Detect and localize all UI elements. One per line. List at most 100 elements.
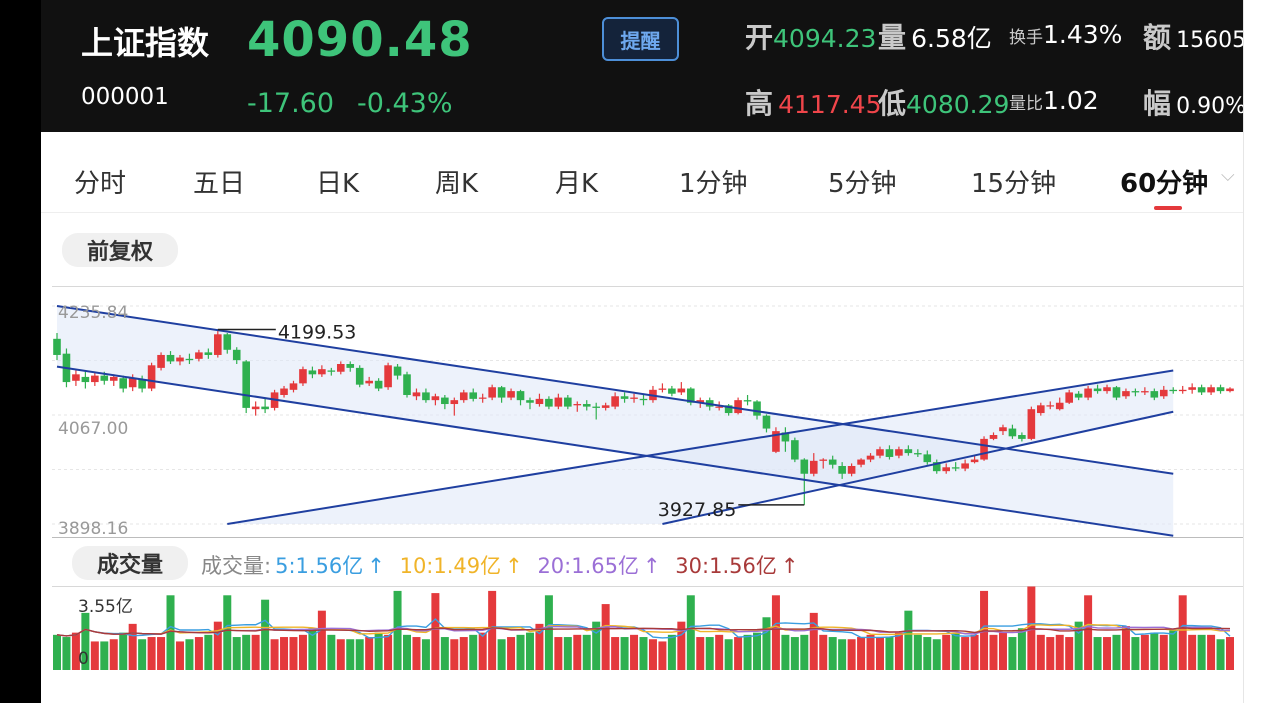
candle-body — [289, 383, 298, 390]
candle-body — [876, 449, 884, 456]
volume-bar — [421, 639, 430, 670]
candle-body — [923, 454, 932, 463]
volume-bar — [592, 621, 601, 670]
volume-bar — [119, 632, 128, 670]
candle-body — [743, 400, 752, 402]
tab-monthly-k[interactable]: 月K — [555, 169, 599, 199]
candle-body — [781, 432, 790, 442]
tab-60min[interactable]: 60分钟 — [1120, 169, 1209, 199]
candle-body — [980, 438, 988, 460]
volume-bar — [138, 639, 147, 670]
volume-bar — [630, 634, 639, 670]
volume-bar — [516, 634, 525, 670]
candle-body — [564, 397, 572, 407]
index-price: 4090.48 — [247, 12, 473, 68]
volume-indicator-button[interactable]: 成交量 — [72, 546, 188, 580]
tab-five-day[interactable]: 五日 — [193, 169, 246, 199]
volume-bar — [280, 637, 289, 670]
turnover-label: 换手 — [1009, 28, 1043, 48]
candle-body — [668, 388, 676, 394]
candle-body — [809, 460, 818, 474]
candle-body — [592, 406, 601, 408]
amplitude-value: 0.90% — [1176, 94, 1243, 119]
candle-body — [932, 462, 941, 472]
volume-bar — [800, 634, 809, 670]
volume-bar — [166, 595, 175, 670]
volume-bar — [223, 595, 232, 670]
candle-body — [119, 378, 128, 389]
candle-body — [223, 334, 232, 350]
volume-bar — [790, 637, 799, 670]
volume-bar — [715, 634, 724, 670]
candle-body — [336, 363, 345, 372]
candle-body — [914, 453, 922, 455]
volume-bar — [194, 637, 203, 670]
volume-bar — [1178, 595, 1187, 670]
turnover-stat: 换手1.43% — [1009, 20, 1122, 49]
candle-body — [478, 397, 487, 399]
chevron-down-icon[interactable]: ⌵ — [1221, 165, 1235, 186]
volume-bar — [686, 595, 695, 670]
volume-bar — [478, 632, 487, 670]
ma10-legend: 10:1.49亿 ↑ — [399, 554, 523, 578]
volume-chart[interactable]: 3.55亿 0 — [52, 586, 1243, 674]
tab-intraday[interactable]: 分时 — [74, 169, 127, 199]
volume-bar — [667, 634, 676, 670]
candle-body — [970, 459, 979, 463]
tab-5min[interactable]: 5分钟 — [828, 169, 897, 199]
candle-body — [1037, 405, 1045, 414]
high-value: 4117.45 — [778, 90, 882, 119]
quote-header: 上证指数 000001 4090.48 -17.60 -0.43% 提醒 开40… — [41, 0, 1243, 132]
volume-legend-prefix: 成交量: — [201, 554, 272, 578]
volume-bar — [573, 634, 582, 670]
volume-bar — [1112, 634, 1121, 670]
candle-body — [753, 401, 761, 416]
ma5-legend: 5:1.56亿 ↑ — [275, 554, 385, 578]
volume-bar — [393, 590, 402, 670]
volume-bar — [1159, 634, 1168, 670]
candle-body — [526, 400, 534, 403]
candle-body — [620, 396, 629, 399]
volume-bar — [781, 634, 790, 670]
adjust-button[interactable]: 前复权 — [62, 233, 178, 267]
volume-bar — [128, 623, 137, 670]
turnover-value: 1.43% — [1043, 20, 1123, 49]
volume-bar — [157, 637, 166, 670]
volume-bar — [535, 623, 544, 670]
candle-body — [507, 391, 515, 398]
candle-body — [441, 397, 449, 405]
candle-body — [204, 352, 213, 355]
volume-bar — [1008, 637, 1017, 670]
tab-15min[interactable]: 15分钟 — [971, 169, 1057, 199]
volume-bar — [450, 639, 459, 670]
candle-body — [128, 378, 137, 388]
tab-weekly-k[interactable]: 周K — [435, 169, 479, 199]
candle-body — [138, 379, 146, 389]
volume-bar — [743, 634, 752, 670]
volume-bar — [904, 610, 913, 670]
candle-body — [1046, 405, 1055, 407]
candle-body — [1084, 388, 1092, 398]
kline-chart[interactable]: 4235.84 4067.00 3898.16 4199.53 3927.85 — [52, 286, 1243, 538]
volume-bar — [734, 637, 743, 670]
candle-body — [242, 361, 250, 408]
candle-body — [1018, 435, 1026, 439]
tab-1min[interactable]: 1分钟 — [679, 169, 748, 199]
volume-bar — [838, 639, 847, 670]
volume-bar — [866, 634, 875, 670]
volume-bar — [62, 637, 71, 670]
volume-bar — [412, 637, 421, 670]
candle-body — [185, 358, 194, 361]
volume-bar — [819, 634, 828, 670]
candle-body — [214, 334, 222, 355]
right-edge-panel — [1243, 0, 1278, 703]
volume-bar — [753, 632, 762, 670]
volume-bar — [1046, 637, 1055, 670]
candle-body — [658, 388, 667, 390]
alert-button[interactable]: 提醒 — [602, 17, 679, 61]
tab-daily-k[interactable]: 日K — [316, 169, 360, 199]
candle-body — [355, 367, 364, 385]
volume-bar — [998, 632, 1007, 670]
volume-bar — [53, 634, 61, 670]
period-tabs: 分时 五日 日K 周K 月K 1分钟 5分钟 15分钟 60分钟 ⌵ — [41, 145, 1243, 213]
